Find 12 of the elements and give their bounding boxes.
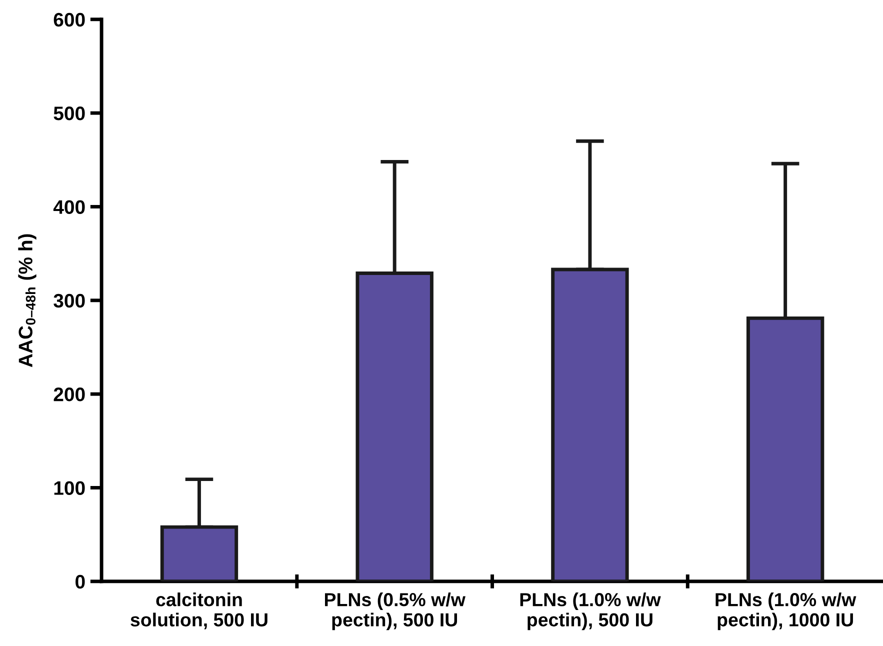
x-tick-label: PLNs (1.0% w/w pectin), 1000 IU: [716, 592, 856, 630]
x-tick-label: calcitonin solution, 500 IU: [130, 592, 268, 630]
x-tick-label: PLNs (1.0% w/w pectin), 500 IU: [520, 592, 661, 630]
x-tick-label: PLNs (0.5% w/w pectin), 500 IU: [324, 592, 466, 630]
y-axis-title: AAC$_{0–48h}$ (% h): [18, 234, 36, 368]
y-tick-label: 500: [54, 106, 85, 120]
y-tick-label: 300: [54, 294, 85, 308]
y-tick-label: 400: [53, 200, 85, 214]
y-tick-label: 100: [54, 481, 85, 495]
y-tick-label: 200: [54, 388, 85, 402]
y-tick-label: 600: [54, 12, 85, 27]
y-tick-label: 0: [76, 574, 85, 589]
